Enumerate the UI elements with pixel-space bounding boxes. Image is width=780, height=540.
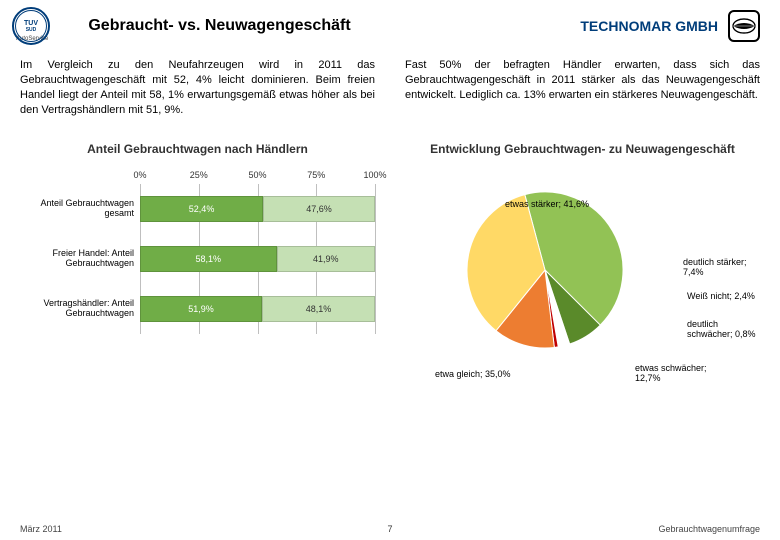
bar-row-label: Freier Handel: Anteil Gebrauchtwagen: [20, 249, 140, 269]
page-number: 7: [387, 524, 392, 534]
tuv-top: TUV: [24, 20, 38, 27]
bar-rows: Anteil Gebrauchtwagen gesamt52,4%47,6% Fr…: [20, 184, 375, 334]
bar-segment-primary: 52,4%: [140, 196, 263, 222]
bar-track: 58,1%41,9%: [140, 246, 375, 272]
globe-logo-icon: [728, 10, 760, 42]
right-column: Fast 50% der befragten Händler erwarten,…: [405, 58, 760, 420]
bar-segment-secondary: 41,9%: [277, 246, 375, 272]
pie-chart: etwas stärker; 41,6% deutlich stärker; 7,…: [405, 170, 760, 420]
pie-label: etwa gleich; 35,0%: [435, 370, 511, 380]
pie-label: deutlich stärker; 7,4%: [683, 258, 760, 278]
bar-track: 51,9%48,1%: [140, 296, 375, 322]
tuv-bottom: SUD: [26, 27, 37, 33]
left-paragraph: Im Vergleich zu den Neufahrzeugen wird i…: [20, 58, 375, 128]
pie-label: etwas stärker; 41,6%: [505, 200, 589, 210]
content: Im Vergleich zu den Neufahrzeugen wird i…: [0, 48, 780, 420]
bar-segment-secondary: 48,1%: [262, 296, 375, 322]
bar-chart-title: Anteil Gebrauchtwagen nach Händlern: [20, 142, 375, 156]
bar-axis: 0%25%50%75%100%: [20, 170, 375, 184]
axis-tick: 25%: [190, 170, 208, 180]
bar-segment-secondary: 47,6%: [263, 196, 375, 222]
pie-chart-title: Entwicklung Gebrauchtwagen- zu Neuwageng…: [405, 142, 760, 156]
footer-source: Gebrauchtwagenumfrage: [658, 524, 760, 534]
axis-tick: 50%: [248, 170, 266, 180]
axis-tick: 75%: [307, 170, 325, 180]
bar-row-label: Vertragshändler: Anteil Gebrauchtwagen: [20, 299, 140, 319]
pie-label: Weiß nicht; 2,4%: [687, 292, 755, 302]
axis-tick: 0%: [133, 170, 146, 180]
bar-segment-primary: 58,1%: [140, 246, 277, 272]
bar-row-label: Anteil Gebrauchtwagen gesamt: [20, 199, 140, 219]
bar-chart: 0%25%50%75%100%Anteil Gebrauchtwagen ges…: [20, 170, 375, 400]
company-name: TECHNOMAR GMBH: [580, 18, 718, 34]
pie-label: etwas schwächer; 12,7%: [635, 364, 725, 384]
right-paragraph: Fast 50% der befragten Händler erwarten,…: [405, 58, 760, 128]
footer-date: März 2011: [20, 524, 62, 534]
left-column: Im Vergleich zu den Neufahrzeugen wird i…: [20, 58, 375, 420]
bar-segment-primary: 51,9%: [140, 296, 262, 322]
header: TUV SUD AutoService Gebraucht- vs. Neuwa…: [0, 0, 780, 48]
bar-track: 52,4%47,6%: [140, 196, 375, 222]
axis-tick: 100%: [363, 170, 386, 180]
pie-label: deutlich schwächer; 0,8%: [687, 320, 760, 340]
page-title: Gebraucht- vs. Neuwagengeschäft: [88, 17, 350, 35]
tuv-logo: TUV SUD: [12, 7, 50, 45]
